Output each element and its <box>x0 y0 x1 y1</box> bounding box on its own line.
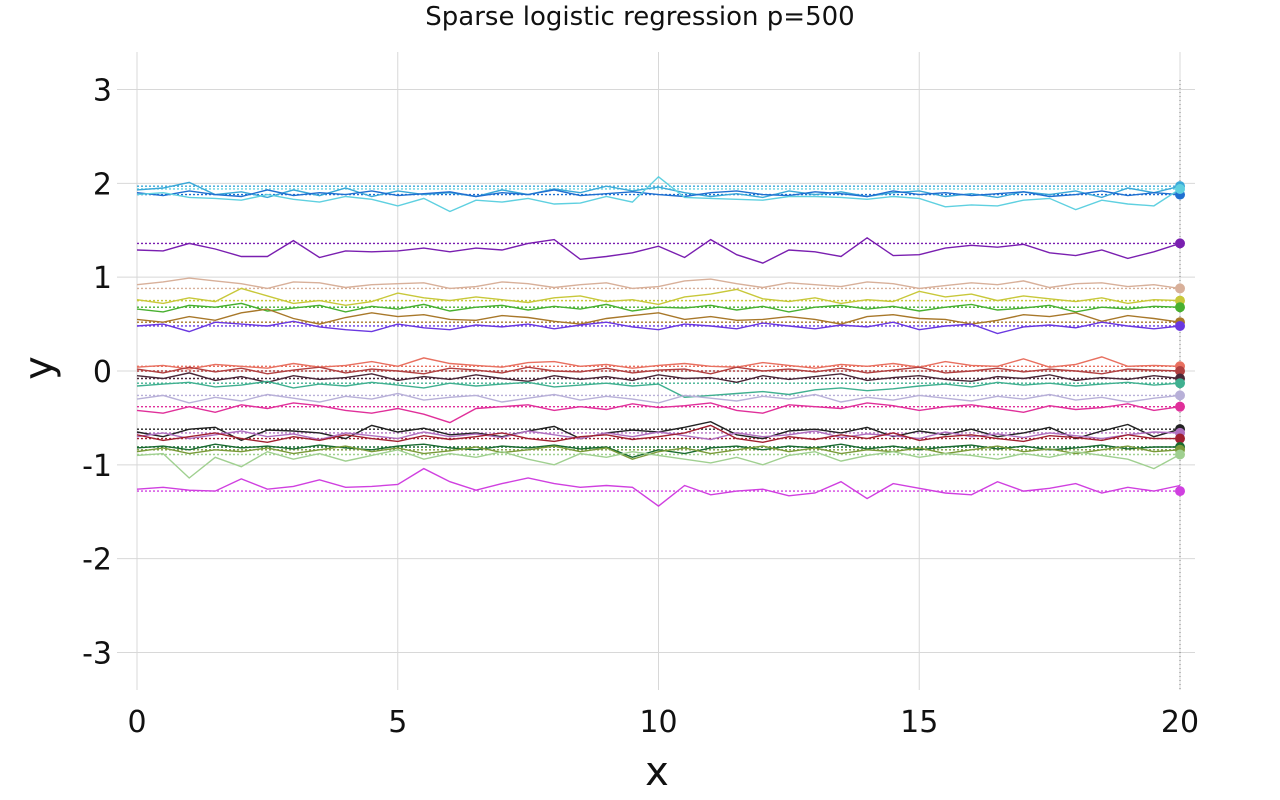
chart-title: Sparse logistic regression p=500 <box>425 2 855 32</box>
y-tick-label: 3 <box>93 74 112 109</box>
series-line <box>136 189 1181 198</box>
series-endpoint <box>1175 183 1185 194</box>
y-tick-label: 0 <box>93 355 112 390</box>
y-tick-label: -3 <box>82 636 112 671</box>
series-line <box>136 402 1181 424</box>
series-endpoint <box>1175 401 1185 412</box>
series-endpoint <box>1175 486 1185 497</box>
y-tick-label: 1 <box>93 261 112 296</box>
series-line <box>136 175 1181 213</box>
series-endpoint <box>1175 238 1185 249</box>
series-endpoint <box>1175 366 1185 376</box>
series-line <box>136 430 1181 441</box>
series-line <box>136 467 1181 507</box>
x-tick-label: 5 <box>388 705 407 740</box>
series-line <box>136 236 1181 264</box>
series-line <box>136 366 1181 375</box>
series-endpoint <box>1175 283 1185 294</box>
series-line <box>136 287 1181 307</box>
series-line <box>136 308 1181 325</box>
series-endpoint <box>1175 433 1185 444</box>
series-line <box>136 372 1181 384</box>
series-lines <box>136 175 1181 507</box>
series-line <box>136 449 1181 479</box>
series-endpoint <box>1175 378 1185 389</box>
x-tick-label: 0 <box>127 705 146 740</box>
series-line <box>136 445 1181 460</box>
y-tick-label: 2 <box>93 167 112 202</box>
series-line <box>136 320 1181 335</box>
endpoint-markers <box>1175 181 1185 497</box>
series-line <box>136 392 1181 404</box>
series-line <box>136 356 1181 370</box>
series-line <box>136 302 1181 313</box>
series-endpoint <box>1175 302 1185 313</box>
series-endpoint <box>1175 390 1185 401</box>
series-line <box>136 424 1180 444</box>
series-line <box>136 380 1181 399</box>
y-tick-label: -2 <box>82 543 112 578</box>
x-tick-label: 15 <box>900 705 938 740</box>
x-tick-label: 10 <box>639 705 677 740</box>
series-endpoint <box>1175 320 1185 331</box>
y-tick-label: -1 <box>82 449 112 484</box>
series-endpoint <box>1175 449 1185 460</box>
y-axis-label: y <box>16 356 62 380</box>
x-axis-label: x <box>645 749 669 795</box>
series-line <box>136 277 1181 290</box>
x-tick-label: 20 <box>1161 705 1199 740</box>
